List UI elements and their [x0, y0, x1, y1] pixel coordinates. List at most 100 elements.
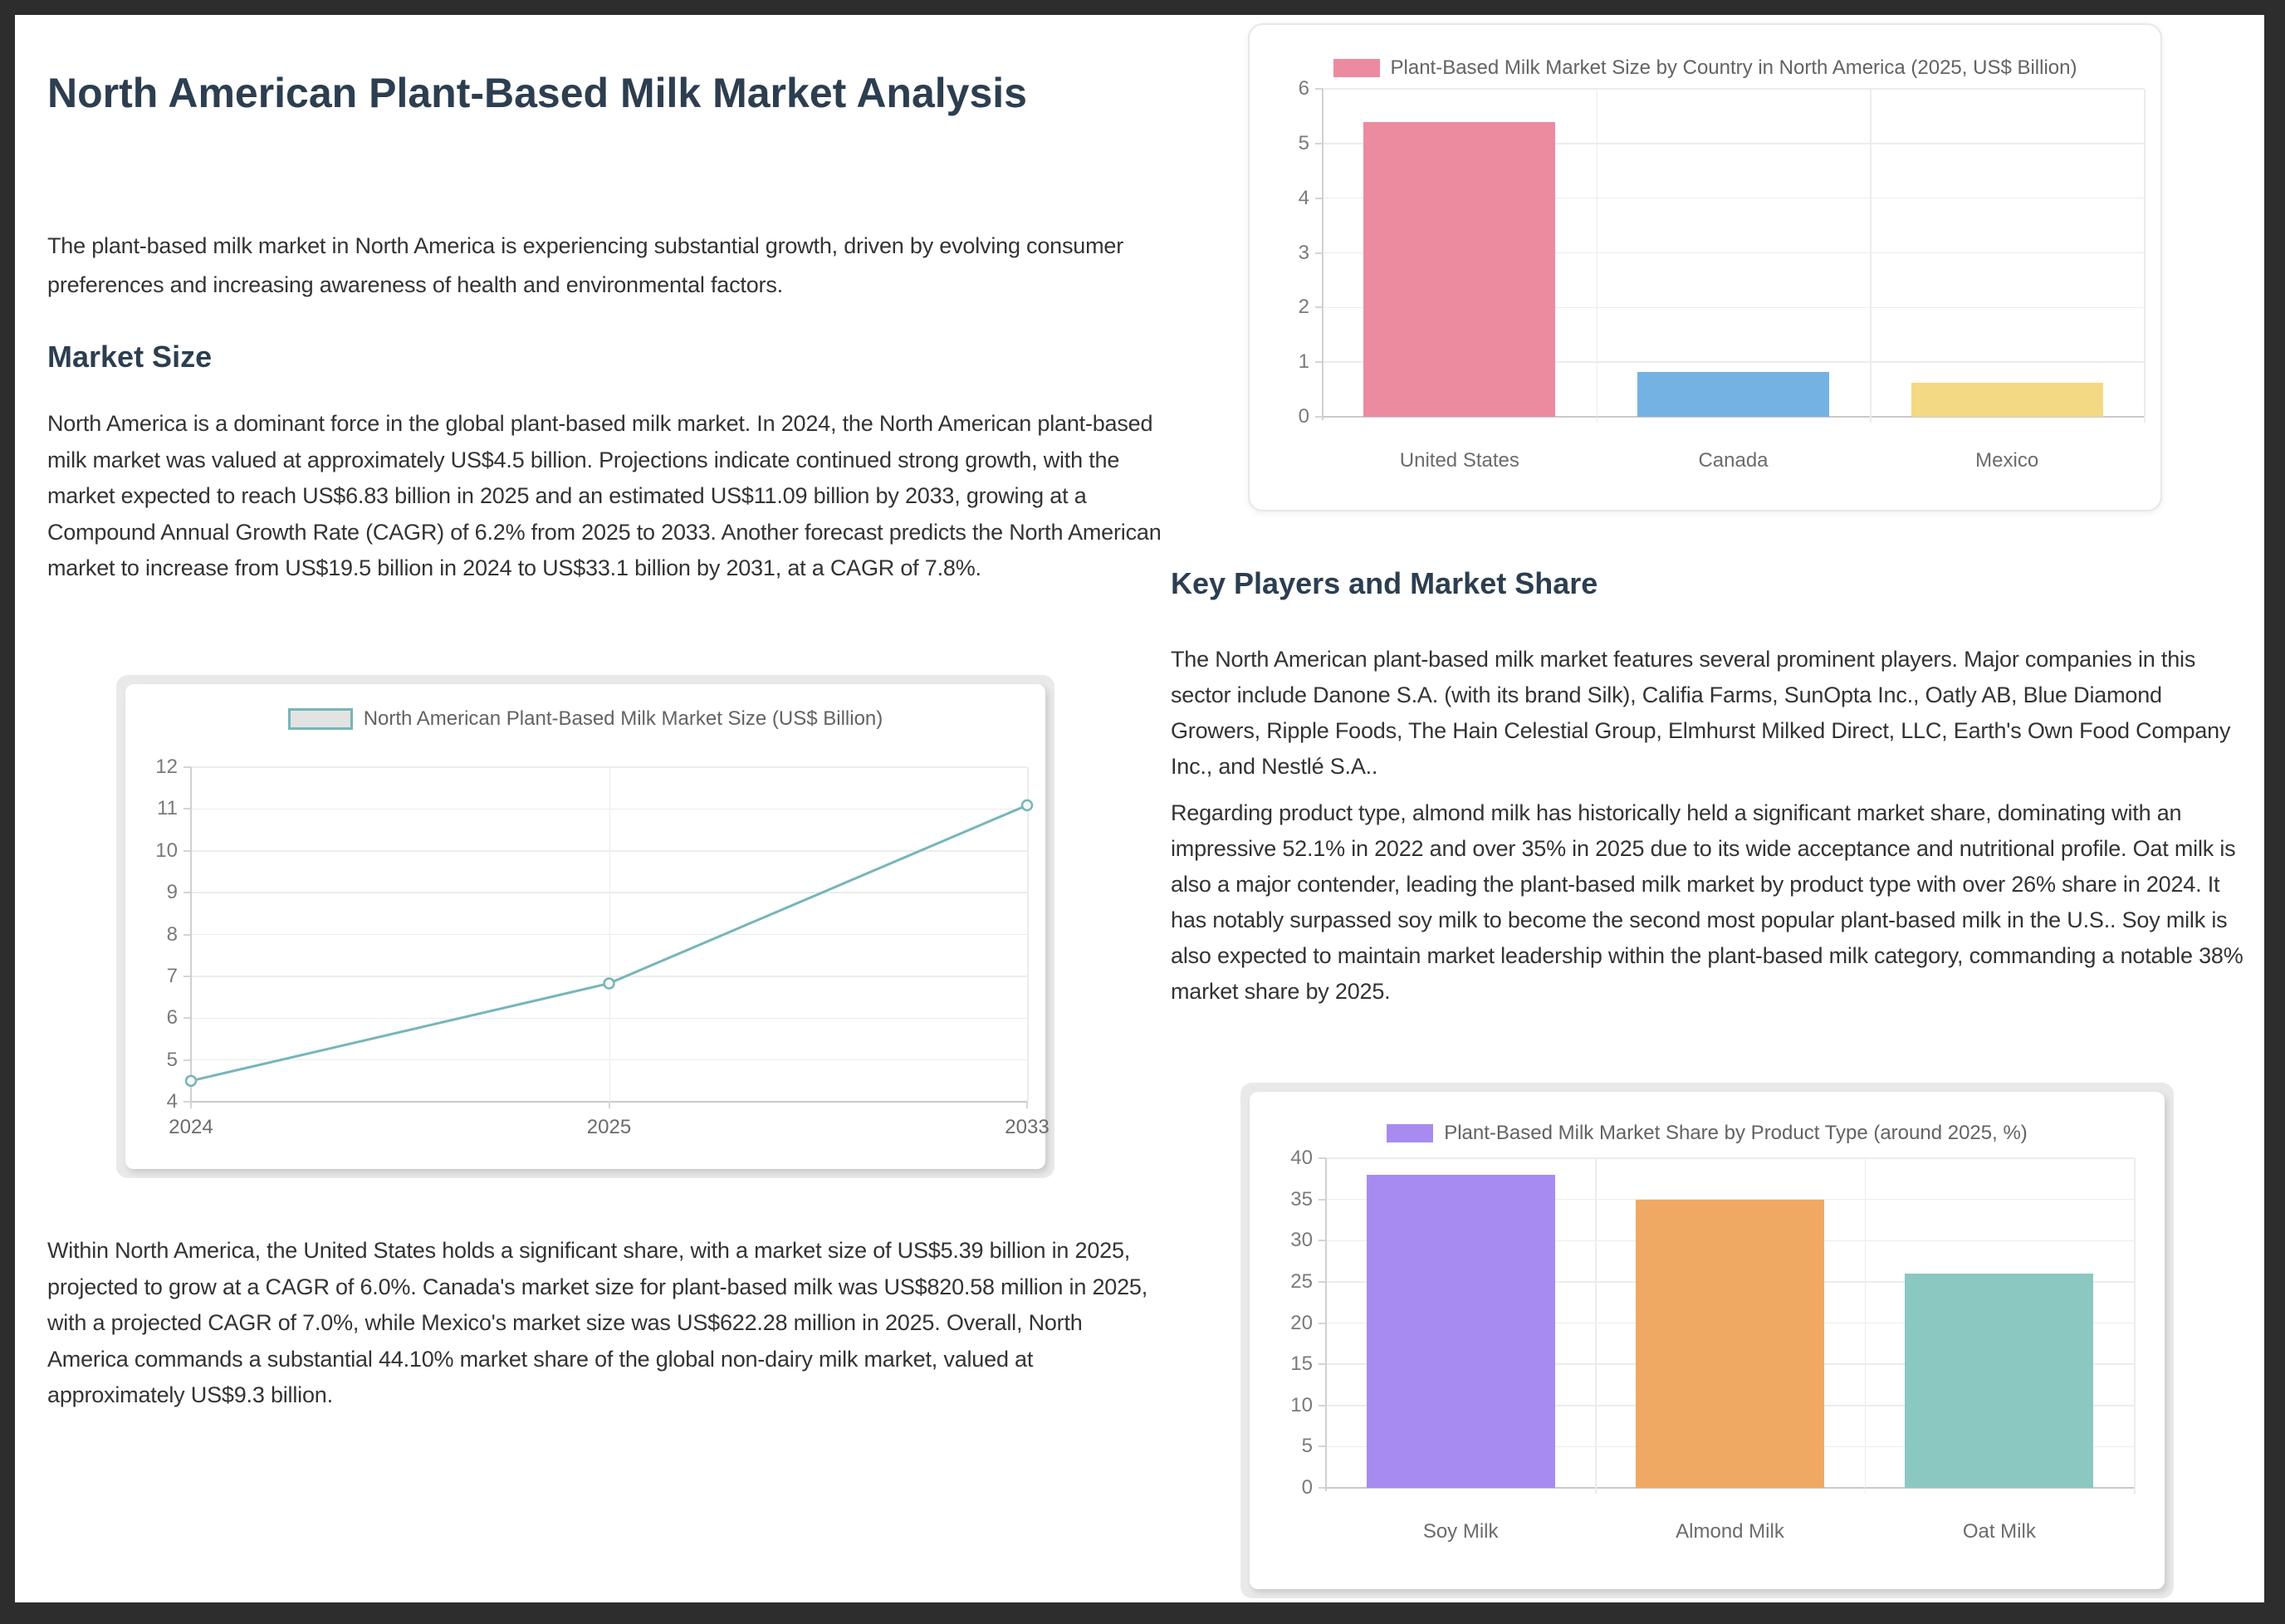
y-tick-mark — [183, 808, 191, 810]
data-point-2033 — [1020, 799, 1034, 812]
y-tick-mark — [183, 892, 191, 894]
bar-almond-milk — [1635, 1199, 1824, 1488]
series-line — [190, 804, 1028, 1083]
y-axis-tick-label: 2 — [1298, 296, 1309, 319]
y-tick-mark — [1319, 1280, 1326, 1283]
category-gridline — [1595, 1158, 1597, 1494]
product-bar-chart-card: Plant-Based Milk Market Share by Product… — [1240, 1083, 2174, 1598]
y-axis-tick-label: 9 — [166, 881, 178, 904]
plot-right-edge-line — [2134, 1158, 2136, 1494]
y-tick-mark — [1315, 197, 1323, 199]
y-axis-tick-label: 3 — [1298, 241, 1309, 264]
y-axis-tick-label: 20 — [1290, 1311, 1313, 1334]
chart-legend[interactable]: Plant-Based Milk Market Size by Country … — [1250, 56, 2160, 80]
y-tick-mark — [1319, 1322, 1326, 1324]
y-tick-mark — [1319, 1487, 1326, 1489]
y-tick-mark — [1319, 1198, 1326, 1201]
y-gridline — [1323, 88, 2144, 90]
y-axis-tick-label: 40 — [1290, 1147, 1313, 1169]
country-bar-chart: Plant-Based Milk Market Size by Country … — [1250, 25, 2160, 510]
x-tick-mark — [608, 1102, 610, 1108]
y-axis-tick-label: 30 — [1290, 1229, 1313, 1252]
bar-mexico — [1911, 383, 2103, 417]
y-axis-line — [1322, 89, 1324, 420]
legend-swatch — [1387, 1124, 1434, 1142]
category-gridline — [1596, 89, 1598, 423]
category-gridline — [1864, 1158, 1867, 1494]
bar-canada — [1637, 372, 1829, 417]
intro-paragraph: The plant-based milk market in North Ame… — [47, 233, 1124, 297]
y-tick-mark — [183, 933, 191, 936]
y-axis-tick-label: 1 — [1298, 350, 1309, 374]
y-tick-mark — [1315, 416, 1323, 418]
y-axis-tick-label: 35 — [1290, 1187, 1313, 1211]
market-size-line-chart-card: North American Plant-Based Milk Market S… — [116, 675, 1054, 1178]
y-axis-tick-label: 4 — [166, 1090, 178, 1113]
bar-oat-milk — [1905, 1273, 2094, 1488]
y-tick-mark — [183, 1101, 191, 1103]
y-gridline — [1323, 361, 2144, 363]
key-players-paragraph: The North American plant-based milk mark… — [1171, 647, 2231, 779]
category-gridline — [1870, 89, 1872, 423]
report-page: North American Plant-Based Milk Market A… — [15, 15, 2264, 1602]
bar-soy-milk — [1366, 1174, 1555, 1488]
x-axis-category-label: 2025 — [586, 1116, 632, 1138]
y-tick-mark — [1319, 1240, 1326, 1242]
bar-united-states — [1363, 122, 1556, 417]
x-tick-mark — [190, 1102, 192, 1108]
category-gridline — [1027, 767, 1029, 1102]
y-tick-mark — [183, 1017, 191, 1020]
y-tick-mark — [1315, 252, 1323, 254]
y-tick-mark — [1319, 1363, 1326, 1366]
x-axis-category-label: Canada — [1698, 449, 1769, 472]
heading-market-size: Market Size — [47, 340, 213, 374]
x-axis-category-label: United States — [1399, 449, 1519, 472]
y-axis-tick-label: 25 — [1290, 1269, 1313, 1293]
product-type-paragraph: Regarding product type, almond milk has … — [1171, 800, 2243, 1004]
legend-swatch — [1333, 59, 1380, 77]
market-size-line-chart: North American Plant-Based Milk Market S… — [125, 684, 1050, 1169]
y-tick-mark — [1319, 1404, 1326, 1406]
x-axis-category-label: Almond Milk — [1676, 1520, 1784, 1543]
y-axis-tick-label: 6 — [166, 1006, 178, 1030]
y-axis-tick-label: 11 — [157, 797, 178, 820]
product-bar-chart: Plant-Based Milk Market Share by Product… — [1250, 1092, 2165, 1589]
y-tick-mark — [1315, 306, 1323, 309]
x-axis-category-label: Oat Milk — [1962, 1520, 2036, 1543]
chart-legend[interactable]: North American Plant-Based Milk Market S… — [125, 707, 1045, 731]
y-tick-mark — [183, 1059, 191, 1061]
y-gridline — [1323, 416, 2144, 418]
heading-key-players: Key Players and Market Share — [1171, 566, 1598, 600]
country-share-paragraph: Within North America, the United States … — [47, 1238, 1148, 1407]
chart-legend[interactable]: Plant-Based Milk Market Share by Product… — [1250, 1122, 2165, 1145]
y-gridline — [1326, 1157, 2134, 1159]
x-axis-category-label: 2024 — [169, 1116, 213, 1138]
y-axis-tick-label: 8 — [166, 922, 178, 946]
y-axis-line — [1325, 1158, 1327, 1491]
category-gridline — [609, 767, 610, 1102]
y-gridline — [1326, 1487, 2134, 1489]
y-tick-mark — [1315, 361, 1323, 364]
y-tick-mark — [1319, 1445, 1326, 1448]
market-size-paragraph: North America is a dominant force in the… — [47, 411, 1162, 580]
y-axis-tick-label: 6 — [1298, 77, 1309, 100]
y-axis-tick-label: 15 — [1290, 1353, 1313, 1376]
y-axis-tick-label: 12 — [155, 756, 178, 778]
y-axis-line — [190, 767, 192, 1105]
y-tick-mark — [183, 766, 191, 768]
y-tick-mark — [1319, 1157, 1326, 1159]
y-tick-mark — [183, 849, 191, 852]
x-axis-category-label: Mexico — [1975, 449, 2039, 472]
x-axis-category-label: 2033 — [1005, 1116, 1050, 1138]
y-axis-tick-label: 5 — [1301, 1435, 1313, 1458]
y-tick-mark — [183, 975, 191, 977]
legend-title: Plant-Based Milk Market Size by Country … — [1390, 56, 2077, 79]
y-gridline — [1323, 306, 2144, 309]
x-axis-category-label: Soy Milk — [1422, 1520, 1499, 1543]
y-axis-tick-label: 4 — [1298, 186, 1309, 209]
y-axis-tick-label: 7 — [166, 964, 178, 987]
y-gridline — [1323, 252, 2144, 254]
y-tick-mark — [1315, 88, 1323, 90]
y-axis-tick-label: 5 — [166, 1048, 178, 1071]
